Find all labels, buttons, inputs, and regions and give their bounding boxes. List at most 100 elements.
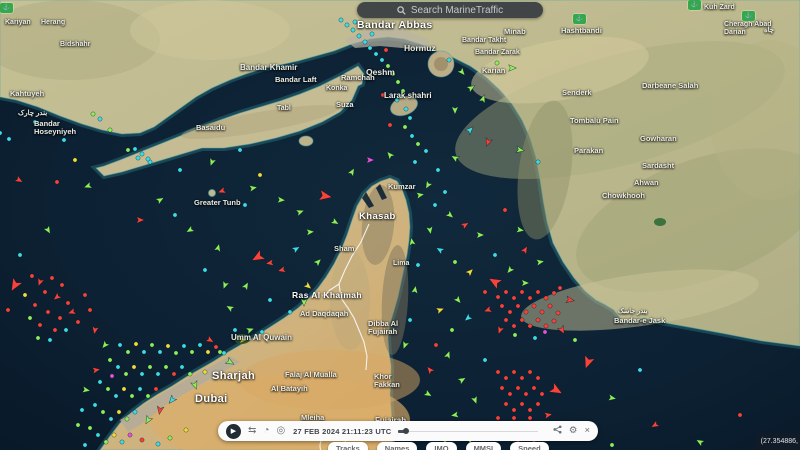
vessel-marker[interactable] bbox=[124, 416, 130, 422]
vessel-marker[interactable] bbox=[519, 317, 525, 323]
vessel-marker[interactable] bbox=[113, 393, 119, 399]
vessel-marker[interactable] bbox=[503, 401, 509, 407]
vessel-marker[interactable] bbox=[81, 385, 91, 394]
vessel-marker[interactable] bbox=[495, 294, 501, 300]
vessel-marker[interactable] bbox=[557, 285, 563, 291]
share-icon[interactable] bbox=[553, 425, 562, 437]
toggle-imo[interactable]: IMO bbox=[426, 442, 457, 450]
vessel-marker[interactable] bbox=[395, 79, 401, 85]
vessel-marker[interactable] bbox=[456, 375, 467, 386]
vessel-marker[interactable] bbox=[61, 137, 67, 143]
vessel-marker[interactable] bbox=[502, 207, 508, 213]
vessel-marker[interactable] bbox=[412, 159, 418, 165]
vessel-marker[interactable] bbox=[409, 133, 415, 139]
vessel-marker[interactable] bbox=[407, 115, 413, 121]
vessel-marker[interactable] bbox=[495, 324, 505, 336]
vessel-marker[interactable] bbox=[116, 409, 122, 415]
port-badge-icon[interactable]: ⚓ bbox=[742, 11, 755, 21]
vessel-marker[interactable] bbox=[383, 47, 389, 53]
vessel-marker[interactable] bbox=[7, 276, 23, 294]
vessel-marker[interactable] bbox=[141, 349, 147, 355]
vessel-marker[interactable] bbox=[444, 209, 455, 220]
vessel-marker[interactable] bbox=[425, 365, 436, 376]
vessel-marker[interactable] bbox=[22, 292, 28, 298]
vessel-marker[interactable] bbox=[446, 57, 452, 63]
vessel-marker[interactable] bbox=[507, 391, 513, 397]
vessel-marker[interactable] bbox=[100, 409, 106, 415]
vessel-marker[interactable] bbox=[132, 409, 138, 415]
timeline-slider[interactable] bbox=[398, 426, 538, 436]
vessel-marker[interactable] bbox=[267, 297, 273, 303]
vessel-marker[interactable] bbox=[202, 369, 208, 375]
vessel-marker[interactable] bbox=[265, 258, 275, 267]
vessel-marker[interactable] bbox=[109, 373, 115, 379]
vessel-marker[interactable] bbox=[515, 225, 525, 234]
toggle-speed[interactable]: Speed bbox=[510, 442, 549, 450]
vessel-marker[interactable] bbox=[121, 386, 127, 392]
vessel-marker[interactable] bbox=[483, 136, 493, 148]
vessel-marker[interactable] bbox=[135, 155, 141, 161]
vessel-marker[interactable] bbox=[294, 207, 306, 217]
vessel-marker[interactable] bbox=[609, 442, 615, 448]
vessel-marker[interactable] bbox=[32, 302, 38, 308]
vessel-marker[interactable] bbox=[132, 146, 138, 152]
vessel-marker[interactable] bbox=[432, 202, 438, 208]
vessel-marker[interactable] bbox=[190, 379, 200, 391]
vessel-marker[interactable] bbox=[511, 407, 517, 413]
vessel-marker[interactable] bbox=[35, 276, 45, 288]
vessel-marker[interactable] bbox=[464, 125, 475, 136]
vessel-marker[interactable] bbox=[42, 289, 48, 295]
vessel-marker[interactable] bbox=[139, 437, 145, 443]
vessel-marker[interactable] bbox=[185, 224, 196, 235]
vessel-marker[interactable] bbox=[547, 303, 553, 309]
vessel-marker[interactable] bbox=[423, 148, 429, 154]
vessel-marker[interactable] bbox=[556, 324, 567, 335]
vessel-marker[interactable] bbox=[451, 106, 459, 116]
vessel-marker[interactable] bbox=[344, 22, 350, 28]
vessel-marker[interactable] bbox=[171, 371, 177, 377]
vessel-marker[interactable] bbox=[379, 57, 385, 63]
vessel-marker[interactable] bbox=[542, 329, 548, 335]
vessel-marker[interactable] bbox=[527, 415, 533, 421]
vessel-marker[interactable] bbox=[515, 303, 521, 309]
vessel-marker[interactable] bbox=[276, 195, 287, 204]
vessel-marker[interactable] bbox=[486, 274, 504, 290]
vessel-marker[interactable] bbox=[422, 388, 433, 399]
vessel-marker[interactable] bbox=[42, 224, 53, 235]
vessel-marker[interactable] bbox=[224, 356, 235, 367]
vessel-marker[interactable] bbox=[133, 341, 139, 347]
vessel-marker[interactable] bbox=[129, 393, 135, 399]
vessel-marker[interactable] bbox=[415, 262, 421, 268]
vessel-marker[interactable] bbox=[394, 97, 400, 103]
vessel-marker[interactable] bbox=[499, 303, 505, 309]
vessel-marker[interactable] bbox=[143, 414, 154, 425]
vessel-marker[interactable] bbox=[543, 295, 549, 301]
vessel-marker[interactable] bbox=[476, 231, 486, 239]
toggle-mmsi[interactable]: MMSI bbox=[465, 442, 502, 450]
vessel-marker[interactable] bbox=[54, 179, 60, 185]
vessel-marker[interactable] bbox=[17, 252, 23, 258]
vessel-marker[interactable] bbox=[356, 33, 362, 39]
vessel-marker[interactable] bbox=[63, 327, 69, 333]
vessel-marker[interactable] bbox=[97, 116, 103, 122]
search-bar[interactable]: Search MarineTraffic bbox=[357, 2, 543, 18]
vessel-marker[interactable] bbox=[519, 401, 525, 407]
vessel-marker[interactable] bbox=[165, 343, 171, 349]
vessel-marker[interactable] bbox=[637, 367, 643, 373]
close-icon[interactable]: × bbox=[584, 425, 590, 437]
vessel-marker[interactable] bbox=[82, 442, 88, 448]
vessel-marker[interactable] bbox=[217, 186, 228, 196]
vessel-marker[interactable] bbox=[407, 317, 413, 323]
vessel-marker[interactable] bbox=[442, 189, 448, 195]
vessel-marker[interactable] bbox=[32, 119, 38, 125]
vessel-marker[interactable] bbox=[464, 267, 475, 278]
vessel-marker[interactable] bbox=[543, 411, 553, 420]
vessel-marker[interactable] bbox=[482, 289, 488, 295]
vessel-marker[interactable] bbox=[531, 303, 537, 309]
vessel-marker[interactable] bbox=[95, 432, 101, 438]
vessel-marker[interactable] bbox=[5, 307, 11, 313]
vessel-marker[interactable] bbox=[535, 289, 541, 295]
vessel-marker[interactable] bbox=[105, 386, 111, 392]
vessel-marker[interactable] bbox=[535, 159, 541, 165]
port-badge-icon[interactable]: ⚓ bbox=[688, 0, 701, 10]
